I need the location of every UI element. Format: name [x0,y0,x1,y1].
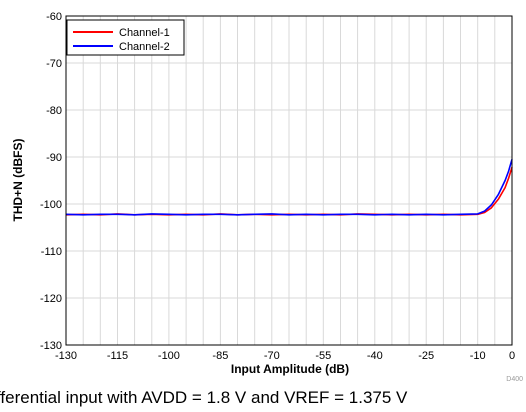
y-tick-labels: -60 -70 -80 -90 -100 -110 -120 -130 [40,11,62,352]
x-tick-label: 0 [509,350,515,362]
x-tick-label: -55 [315,350,331,362]
y-tick-label: -60 [46,11,62,23]
x-tick-label: -40 [367,350,383,362]
y-tick-label: -90 [46,152,62,164]
x-tick-label: -130 [55,350,77,362]
x-tick-label: -115 [107,350,128,362]
x-tick-label: -25 [418,350,434,362]
plot-frame [65,15,513,346]
x-axis-title: Input Amplitude (dB) [231,362,349,376]
legend: Channel-1 Channel-2 [66,19,185,56]
caption: fferential input with AVDD = 1.8 V and V… [0,388,526,412]
x-tick-labels: -130 -115 -100 -85 -70 -55 -40 -25 -10 0 [55,350,515,362]
caption-text: fferential input with AVDD = 1.8 V and V… [0,388,408,407]
x-tick-label: -85 [212,350,228,362]
y-axis-title: THD+N (dBFS) [11,139,25,222]
x-tick-label: -100 [158,350,180,362]
legend-label-channel-2: Channel-2 [119,41,170,53]
x-tick-label: -10 [470,350,486,362]
x-tick-label: -70 [264,350,280,362]
series-line-channel-2 [65,159,513,216]
legend-label-channel-1: Channel-1 [119,27,170,39]
y-tick-label: -120 [40,293,62,305]
y-tick-label: -130 [40,340,62,352]
y-tick-label: -70 [46,58,62,70]
y-tick-label: -110 [41,246,62,258]
y-tick-label: -80 [46,105,62,117]
watermark: D400 [506,376,523,383]
grid-lines [66,16,512,345]
legend-box [66,19,185,56]
y-tick-label: -100 [40,199,62,211]
series-lines [65,159,513,216]
